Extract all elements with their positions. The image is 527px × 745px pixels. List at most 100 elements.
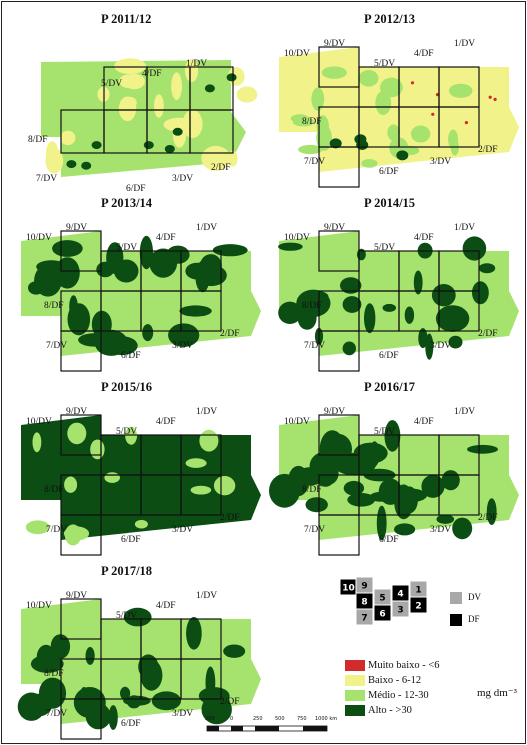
plot-label: 7/DV xyxy=(304,157,326,167)
panel-title: P 2015/16 xyxy=(101,380,153,394)
zone-patch xyxy=(199,429,219,452)
key-label-dv: DV xyxy=(468,592,481,602)
key-cell xyxy=(409,596,428,614)
zone-patch xyxy=(400,486,418,514)
plot-label: 4/DF xyxy=(156,601,176,611)
key-cell-number: 3 xyxy=(397,606,403,616)
zone-patch xyxy=(404,306,415,324)
panel-title: P 2014/15 xyxy=(364,196,416,210)
zone-patch xyxy=(448,83,473,98)
zone-patch xyxy=(382,303,397,312)
zone-patch xyxy=(329,138,342,149)
zone-patch xyxy=(361,159,378,168)
zone-patch xyxy=(90,439,105,460)
zone-patch xyxy=(67,303,91,336)
plot-label: 3/DV xyxy=(430,525,452,535)
field-plot-cell xyxy=(180,290,222,332)
legend-swatch xyxy=(345,674,365,686)
field-plot-cell xyxy=(60,698,102,740)
key-map-graphic: 10 9 8 5 4 1 7 6 3 2 xyxy=(339,576,428,626)
plot-label: 2/DF xyxy=(478,145,498,155)
zone-patch xyxy=(81,161,92,170)
zone-patch xyxy=(227,150,238,167)
zone-spot xyxy=(464,121,468,125)
key-cell xyxy=(355,608,374,626)
zone-patch xyxy=(25,520,50,535)
field-plot-cell xyxy=(180,474,222,516)
zone-patch xyxy=(143,141,154,150)
plot-label: 9/DV xyxy=(324,39,346,49)
key-cell xyxy=(391,600,410,618)
plot-label: 10/DV xyxy=(26,417,52,427)
zone-patch xyxy=(375,91,392,115)
plot-label: 10/DV xyxy=(284,233,310,243)
zone-patch xyxy=(60,130,76,146)
field-map xyxy=(279,46,519,188)
map-panel: P 2016/17 10/DV 9/DV 1/DV 4/DF 5/DV 8/DF 7/DV 6/… xyxy=(264,380,519,556)
plot-label: 4/DF xyxy=(414,49,434,59)
key-label-df: DF xyxy=(468,614,480,624)
zone-patch xyxy=(278,301,302,324)
legend-item-muito-baixo: Muito baixo - <6 xyxy=(345,659,440,671)
zone-patch xyxy=(462,236,487,261)
key-cell-number: 10 xyxy=(342,584,355,594)
field-plot-cell xyxy=(318,146,360,188)
zone-spot xyxy=(410,81,415,85)
zone-patch xyxy=(448,335,463,349)
zone-patch xyxy=(421,474,445,498)
plot-label: 2/DF xyxy=(220,513,240,523)
map-panel: P 2013/14 10/DV 9/DV 1/DV 4/DF 5/DV 8/DF 7/DV 6/… xyxy=(6,196,261,372)
zone-patch xyxy=(353,442,388,464)
zone-patch xyxy=(64,476,78,493)
zone-patch xyxy=(396,150,409,161)
legend-unit: mg dm⁻³ xyxy=(477,687,517,699)
zone-patch xyxy=(204,84,215,93)
zone-patch xyxy=(212,244,248,257)
plot-label: 1/DV xyxy=(186,59,208,69)
zone-patch xyxy=(85,647,95,665)
zone-patch xyxy=(50,634,71,659)
zone-patch xyxy=(436,514,455,524)
scale-bar: 250 0 250 500 750 1000 km xyxy=(205,716,338,736)
zone-patch xyxy=(236,86,258,103)
map-panel: P 2014/15 10/DV 9/DV 1/DV 4/DF 5/DV 8/DF 7/DV 6/… xyxy=(264,196,519,372)
legend-label: Alto - >30 xyxy=(368,704,412,716)
plot-label: 4/DF xyxy=(156,417,176,427)
legend-label: Muito baixo - <6 xyxy=(368,659,440,671)
zone-spot xyxy=(488,95,492,99)
plot-label: 2/DF xyxy=(220,329,240,339)
zone-patch xyxy=(354,134,367,145)
zone-patch xyxy=(55,257,80,289)
zone-patch xyxy=(448,129,459,150)
zone-patch xyxy=(486,498,497,525)
zone-patch xyxy=(340,277,362,294)
key-swatch-df xyxy=(450,614,462,626)
zone-patch xyxy=(154,94,164,118)
plot-label: 6/DF xyxy=(121,535,141,545)
panel-title: P 2011/12 xyxy=(101,12,152,26)
zone-patch xyxy=(213,476,236,496)
plot-label: 5/DV xyxy=(116,427,138,437)
zone-patch xyxy=(67,422,87,445)
zone-patch xyxy=(320,464,339,479)
plot-label: 10/DV xyxy=(284,417,310,427)
panel-title: P 2012/13 xyxy=(364,12,416,26)
zone-patch xyxy=(418,328,428,349)
plot-label: 7/DV xyxy=(46,341,68,351)
zone-patch xyxy=(380,77,403,98)
plot-label: 4/DF xyxy=(414,417,434,427)
field-map xyxy=(278,230,519,372)
zone-patch xyxy=(80,687,89,704)
plot-label: 1/DV xyxy=(454,407,476,417)
zone-patch xyxy=(45,148,64,174)
plot-label: 5/DV xyxy=(374,59,396,69)
scale-tick-label: 1000 km xyxy=(315,716,338,722)
scale-tick-label: 250 xyxy=(253,716,263,722)
zone-patch xyxy=(269,473,300,508)
plot-label: 8/DF xyxy=(28,135,48,145)
zone-patch xyxy=(311,87,325,111)
zone-patch xyxy=(66,160,77,169)
zone-patch xyxy=(85,703,111,730)
zone-patch xyxy=(182,109,203,139)
plot-label: 7/DV xyxy=(46,525,68,535)
